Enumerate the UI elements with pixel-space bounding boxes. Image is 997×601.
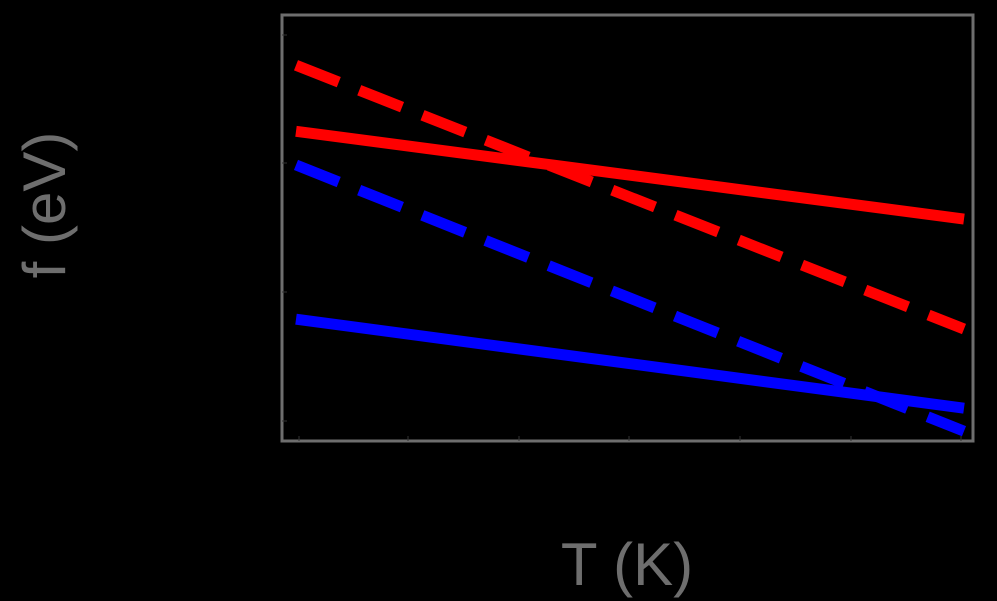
series-blue-dashed	[293, 159, 967, 437]
y-axis-label: f (eV)	[11, 132, 78, 279]
series-blue-solid	[295, 313, 965, 414]
plot-frame	[280, 13, 975, 443]
x-axis-ticks	[298, 436, 962, 441]
series-red-solid	[295, 125, 965, 225]
series-red-dashed	[293, 60, 967, 335]
x-axis-label: T (K)	[561, 531, 693, 598]
y-axis-ticks	[282, 34, 287, 422]
series-group	[293, 60, 967, 437]
